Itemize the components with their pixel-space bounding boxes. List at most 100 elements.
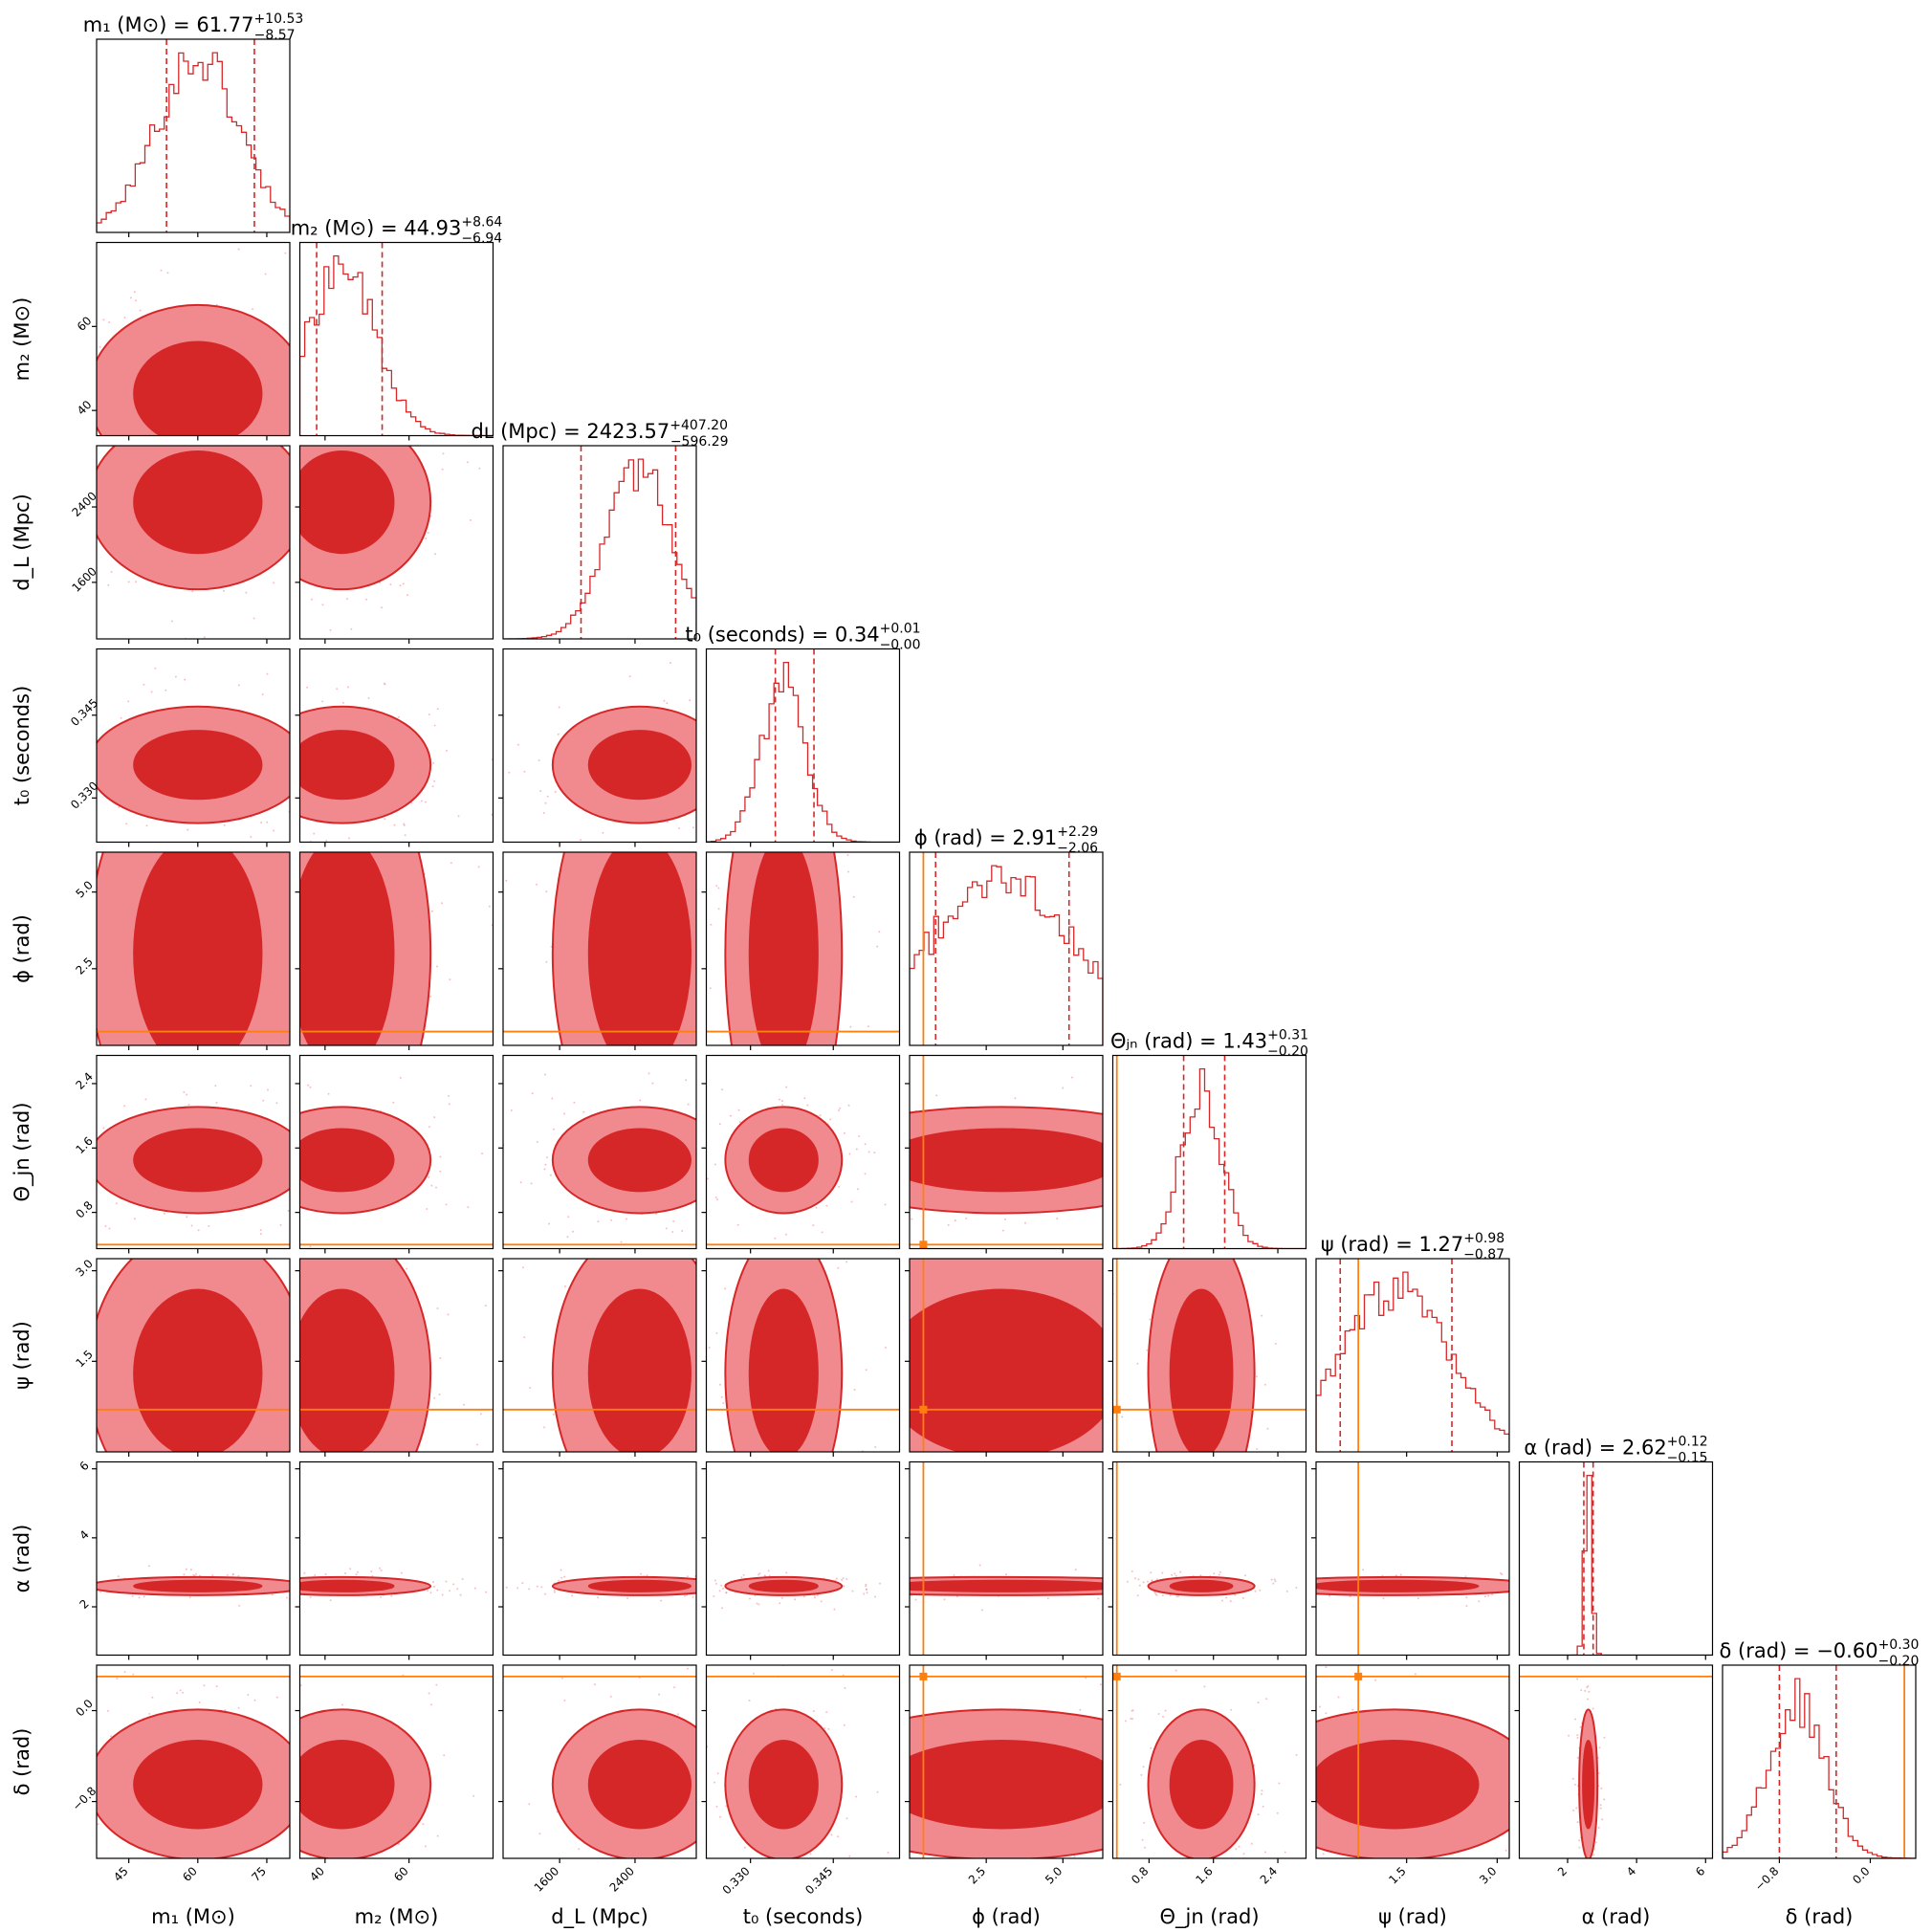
panel-frame <box>1722 1664 1917 1859</box>
contour-panel-phi-alpha <box>905 1460 1104 1660</box>
truth-marker-psi-delta <box>1354 1672 1363 1680</box>
x-axis-label-phi: ϕ (rad) <box>972 1905 1041 1928</box>
panel-frame <box>502 1664 697 1859</box>
x-tick-label-m2: 60 <box>391 1864 411 1884</box>
panel-frame <box>96 1258 291 1453</box>
panel-frame <box>96 648 291 844</box>
contour-panel-m1-m2: 40 60 <box>75 241 291 441</box>
panel-frame <box>909 1054 1104 1250</box>
contour-inner-dL-delta <box>587 1740 692 1830</box>
contour-inner-m1-dL <box>133 450 263 555</box>
panel-frame <box>1315 1664 1510 1859</box>
contour-panel-m2-t0 <box>295 648 494 847</box>
hist-panel-m2: m₂ (M⊙) = 44.93+8.64 −6.94 <box>291 215 502 441</box>
hist-panel-dL: dʟ (Mpc) = 2423.57+407.20 −596.29 <box>471 418 729 644</box>
contour-panel-dL-phi <box>498 851 697 1050</box>
x-axis-label-psi: ψ (rad) <box>1378 1905 1447 1928</box>
x-tick-label-m2: 40 <box>307 1864 327 1884</box>
contour-panel-m2-delta: 40 60 <box>295 1664 494 1884</box>
x-tick-label-alpha: 6 <box>1693 1864 1707 1878</box>
contour-panel-m1-delta: 45 60 75 −0.8 0.0 <box>70 1664 291 1884</box>
contour-inner-dL-t0 <box>587 730 692 801</box>
y-tick-label-alpha: 4 <box>77 1527 92 1542</box>
x-tick-label-theta_jn: 2.4 <box>1258 1864 1280 1886</box>
y-tick-label-t0: 0.345 <box>68 696 100 729</box>
panel-frame <box>1111 1664 1307 1859</box>
histogram-step-m2 <box>299 254 494 436</box>
contour-inner-theta_jn-delta <box>1169 1740 1234 1830</box>
contour-inner-dL-phi <box>587 852 692 1045</box>
contour-panel-m1-dL: 1600 2400 <box>69 445 291 644</box>
y-tick-label-delta: −0.8 <box>70 1785 99 1814</box>
panel-frame <box>96 1054 291 1250</box>
panel-title-delta: δ (rad) = −0.60+0.30 −0.20 <box>1720 1637 1920 1669</box>
contour-inner-alpha-delta <box>1582 1740 1595 1830</box>
x-tick-label-dL: 2400 <box>607 1864 637 1894</box>
contour-inner-m1-delta <box>133 1740 263 1830</box>
x-tick-label-delta: 0.0 <box>1850 1864 1872 1886</box>
panel-frame <box>1315 1258 1510 1453</box>
x-tick-label-phi: 5.0 <box>1043 1864 1065 1886</box>
contour-inner-dL-psi <box>587 1288 692 1452</box>
contour-panel-m1-psi: 1.5 3.0 <box>73 1257 291 1457</box>
x-axis-label-theta_jn: Θ_jn (rad) <box>1159 1905 1259 1929</box>
contour-inner-m1-t0 <box>133 730 263 801</box>
contour-inner-m1-alpha <box>133 1579 263 1592</box>
panel-frame <box>298 1664 494 1859</box>
hist-panel-m1: m₁ (M⊙) = 61.77+10.53 −8.57 <box>83 11 303 237</box>
y-tick-label-alpha: 2 <box>77 1597 92 1612</box>
panel-frame <box>502 648 697 844</box>
panel-frame <box>909 851 1104 1046</box>
y-axis-label-delta: δ (rad) <box>11 1728 33 1796</box>
contour-panel-psi-alpha <box>1311 1460 1510 1660</box>
contour-inner-phi-psi <box>910 1288 1103 1452</box>
contour-inner-m1-phi <box>133 852 263 1045</box>
panel-frame <box>502 1258 697 1453</box>
contour-inner-dL-alpha <box>587 1579 692 1592</box>
x-axis-label-dL: d_L (Mpc) <box>551 1905 648 1929</box>
contour-inner-t0-phi <box>748 852 819 1045</box>
contour-panel-dL-theta_jn <box>498 1054 697 1254</box>
panel-frame <box>96 445 291 640</box>
contour-panel-theta_jn-alpha <box>1108 1460 1307 1660</box>
panel-frame <box>705 1258 901 1453</box>
contour-panel-m2-phi <box>295 851 494 1050</box>
y-tick-label-phi: 2.5 <box>73 955 95 977</box>
panel-frame <box>502 1460 697 1657</box>
panel-frame <box>96 1664 291 1859</box>
y-tick-label-psi: 3.0 <box>73 1257 95 1279</box>
contour-inner-t0-delta <box>748 1740 819 1830</box>
contour-panel-psi-delta: 1.5 3.0 <box>1311 1664 1510 1887</box>
panel-frame <box>298 1258 494 1453</box>
contour-inner-m2-alpha <box>299 1579 395 1592</box>
panel-frame <box>298 648 494 844</box>
contour-inner-m2-delta <box>299 1740 395 1830</box>
contour-inner-psi-delta <box>1316 1740 1480 1830</box>
y-tick-label-m2: 60 <box>75 314 95 334</box>
panel-title-alpha: α (rad) = 2.62+0.12 −0.15 <box>1524 1435 1707 1466</box>
panel-frame <box>1111 1460 1307 1657</box>
panel-frame <box>502 851 697 1046</box>
y-tick-label-dL: 2400 <box>69 489 99 518</box>
x-tick-label-m1: 60 <box>180 1864 200 1884</box>
panel-frame <box>705 1460 901 1657</box>
panel-frame <box>298 1460 494 1657</box>
y-axis-label-alpha: α (rad) <box>11 1525 33 1593</box>
hist-panel-alpha: α (rad) = 2.62+0.12 −0.15 <box>1518 1435 1714 1660</box>
contour-inner-phi-delta <box>910 1740 1103 1830</box>
panel-frame <box>705 851 901 1046</box>
x-tick-label-psi: 3.0 <box>1477 1864 1499 1886</box>
y-tick-label-theta_jn: 0.8 <box>73 1198 95 1220</box>
contour-panel-dL-alpha <box>498 1460 697 1660</box>
x-tick-label-psi: 1.5 <box>1386 1864 1408 1886</box>
panel-title-theta_jn: Θⱼₙ (rad) = 1.43+0.31 −0.20 <box>1110 1028 1308 1060</box>
contour-inner-t0-theta_jn <box>748 1128 819 1193</box>
contour-panel-theta_jn-delta: 0.8 1.6 2.4 <box>1108 1664 1307 1887</box>
panel-frame <box>1315 1460 1510 1657</box>
contour-inner-phi-theta_jn <box>910 1128 1103 1193</box>
panel-frame <box>298 851 494 1046</box>
panel-frame <box>1111 1054 1307 1250</box>
y-tick-label-theta_jn: 1.6 <box>73 1134 95 1156</box>
panel-frame <box>96 851 291 1046</box>
panel-frame <box>705 648 901 844</box>
